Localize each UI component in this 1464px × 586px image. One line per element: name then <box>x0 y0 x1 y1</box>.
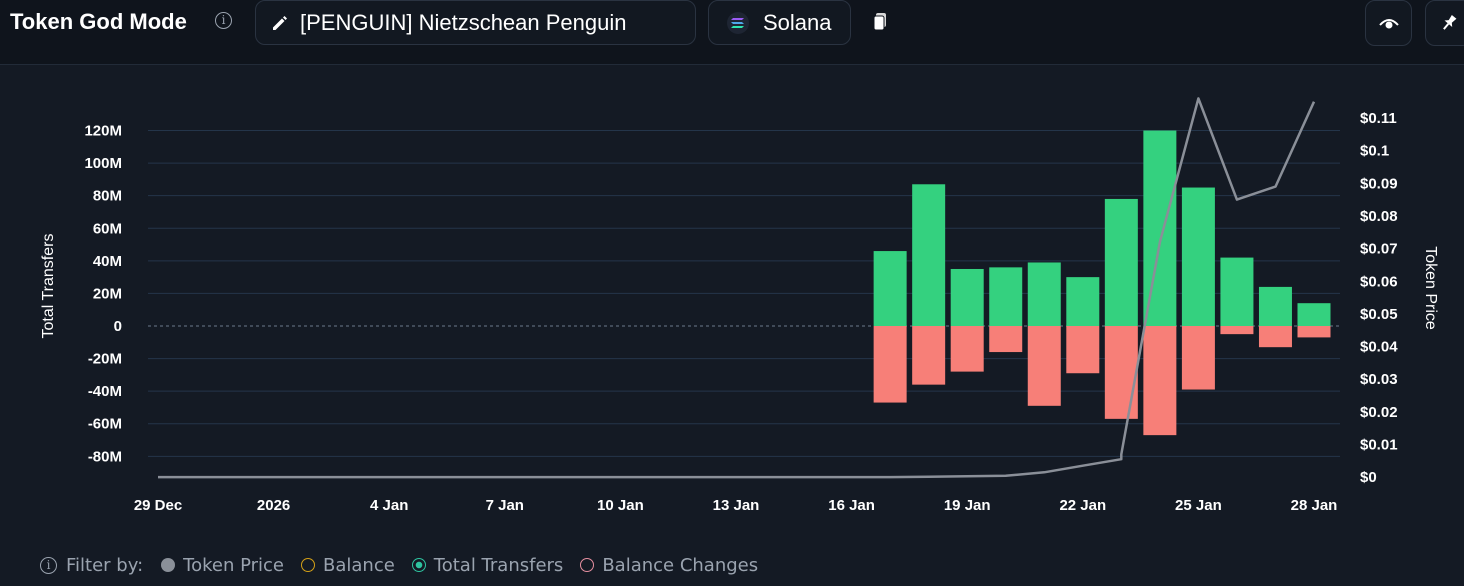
bar-outflow <box>1027 326 1061 406</box>
page-title: Token God Mode <box>10 9 187 34</box>
bar-outflow <box>1104 326 1138 419</box>
header-bar: Token God Mode i [PENGUIN] Nietzschean P… <box>0 0 1464 65</box>
pencil-icon <box>273 15 287 30</box>
bar-outflow <box>989 326 1023 353</box>
info-icon[interactable]: i <box>215 12 232 29</box>
x-tick-label: 2026 <box>257 497 290 514</box>
legend-dot <box>161 558 176 572</box>
filter-label: Filter by: <box>66 554 144 576</box>
y2-tick-label: $0.09 <box>1360 175 1398 192</box>
y2-tick-label: $0 <box>1360 469 1377 486</box>
chart-container: 120M 100M 80M 60M 40M 20M 0 -20M -40M -60M -80M $0.… <box>10 66 1464 536</box>
y-axis-title: Total Transfers <box>40 234 57 339</box>
chart-svg: 120M 100M 80M 60M 40M 20M 0 -20M -40M -60M -80M $0.… <box>40 97 1439 514</box>
x-tick-label: 28 Jan <box>1291 497 1338 514</box>
bar-outflow <box>1297 326 1331 338</box>
legend-label: Total Transfers <box>433 554 564 576</box>
legend-label: Balance <box>323 554 395 576</box>
legend-label: Balance Changes <box>602 554 759 576</box>
legend-item-balance[interactable]: Balance <box>301 555 395 576</box>
bar-inflow <box>873 251 907 326</box>
y-tick-label: 100M <box>84 155 122 172</box>
copy-icon[interactable] <box>872 12 888 32</box>
x-tick-label: 10 Jan <box>597 497 644 514</box>
y-tick-label: 60M <box>93 220 122 237</box>
y2-tick-label: $0.01 <box>1360 437 1398 454</box>
pin-button[interactable] <box>1425 0 1464 46</box>
y2-axis-title: Token Price <box>1422 246 1439 330</box>
x-tick-label: 4 Jan <box>370 497 408 514</box>
bar-outflow <box>1181 326 1215 390</box>
y-tick-label: 0 <box>114 318 122 335</box>
bar-inflow <box>989 267 1023 326</box>
token-label: [PENGUIN] Nietzschean Penguin <box>300 9 627 35</box>
y-tick-label: -80M <box>88 448 122 465</box>
legend-dot <box>411 558 426 572</box>
bar-inflow <box>1258 286 1292 326</box>
chain-selector[interactable]: Solana <box>708 0 851 45</box>
price-line <box>158 97 1316 479</box>
legend-dot <box>301 558 315 572</box>
legend-item-total-transfers[interactable]: Total Transfers <box>411 554 564 576</box>
bar-inflow <box>1066 277 1100 326</box>
bar-outflow <box>1143 326 1177 436</box>
y2-tick-label: $0.06 <box>1360 273 1398 290</box>
bar-outflow <box>950 326 984 372</box>
x-tick-label: 29 Dec <box>134 497 182 514</box>
y2-tick-label: $0.07 <box>1360 241 1398 258</box>
watch-button[interactable] <box>1365 0 1412 46</box>
legend-item-token-price[interactable]: Token Price <box>161 555 284 576</box>
bar-outflow <box>1258 326 1292 348</box>
y2-tick-label: $0.11 <box>1360 110 1397 127</box>
bar-inflow <box>950 268 984 326</box>
y-tick-label: 40M <box>93 253 122 270</box>
bar-outflow <box>1066 326 1100 374</box>
pin-icon <box>1442 14 1456 30</box>
x-tick-label: 19 Jan <box>944 497 991 514</box>
bar-outflow <box>1220 326 1254 335</box>
y-tick-label: -60M <box>88 416 122 433</box>
bar-inflow <box>1220 257 1254 326</box>
x-tick-label: 7 Jan <box>486 497 524 514</box>
y2-tick-label: $0.03 <box>1360 371 1398 388</box>
y2-tick-label: $0.08 <box>1360 208 1398 225</box>
x-tick-label: 13 Jan <box>713 497 760 514</box>
x-tick-label: 16 Jan <box>828 497 875 514</box>
token-selector[interactable]: [PENGUIN] Nietzschean Penguin <box>255 0 696 45</box>
legend: i Filter by: Token Price Balance Total T… <box>40 552 775 578</box>
eye-icon <box>1378 19 1399 29</box>
x-tick-label: 22 Jan <box>1059 497 1106 514</box>
y2-tick-label: $0.02 <box>1360 404 1398 421</box>
legend-item-balance-changes[interactable]: Balance Changes <box>580 555 758 576</box>
bar-outflow <box>912 326 946 385</box>
y-tick-label: 80M <box>93 188 122 205</box>
bar-inflow <box>1143 130 1177 326</box>
solana-icon <box>727 11 749 34</box>
bar-inflow <box>912 184 946 326</box>
y-tick-label: -40M <box>88 383 122 400</box>
bar-inflow <box>1181 187 1215 326</box>
y-tick-label: -20M <box>88 351 122 368</box>
y-tick-label: 120M <box>84 123 122 140</box>
bar-inflow <box>1027 262 1061 326</box>
bar-inflow <box>1104 198 1138 326</box>
y2-tick-label: $0.05 <box>1360 306 1398 323</box>
legend-label: Token Price <box>183 554 284 576</box>
x-tick-label: 25 Jan <box>1175 497 1222 514</box>
y2-tick-label: $0.1 <box>1360 143 1389 160</box>
chain-label: Solana <box>763 9 832 35</box>
bar-outflow <box>873 326 907 403</box>
filter-info-icon[interactable]: i <box>40 556 57 574</box>
y2-tick-label: $0.04 <box>1360 339 1398 356</box>
bar-inflow <box>1297 303 1331 326</box>
y-tick-label: 20M <box>93 285 122 302</box>
legend-dot <box>580 558 595 572</box>
